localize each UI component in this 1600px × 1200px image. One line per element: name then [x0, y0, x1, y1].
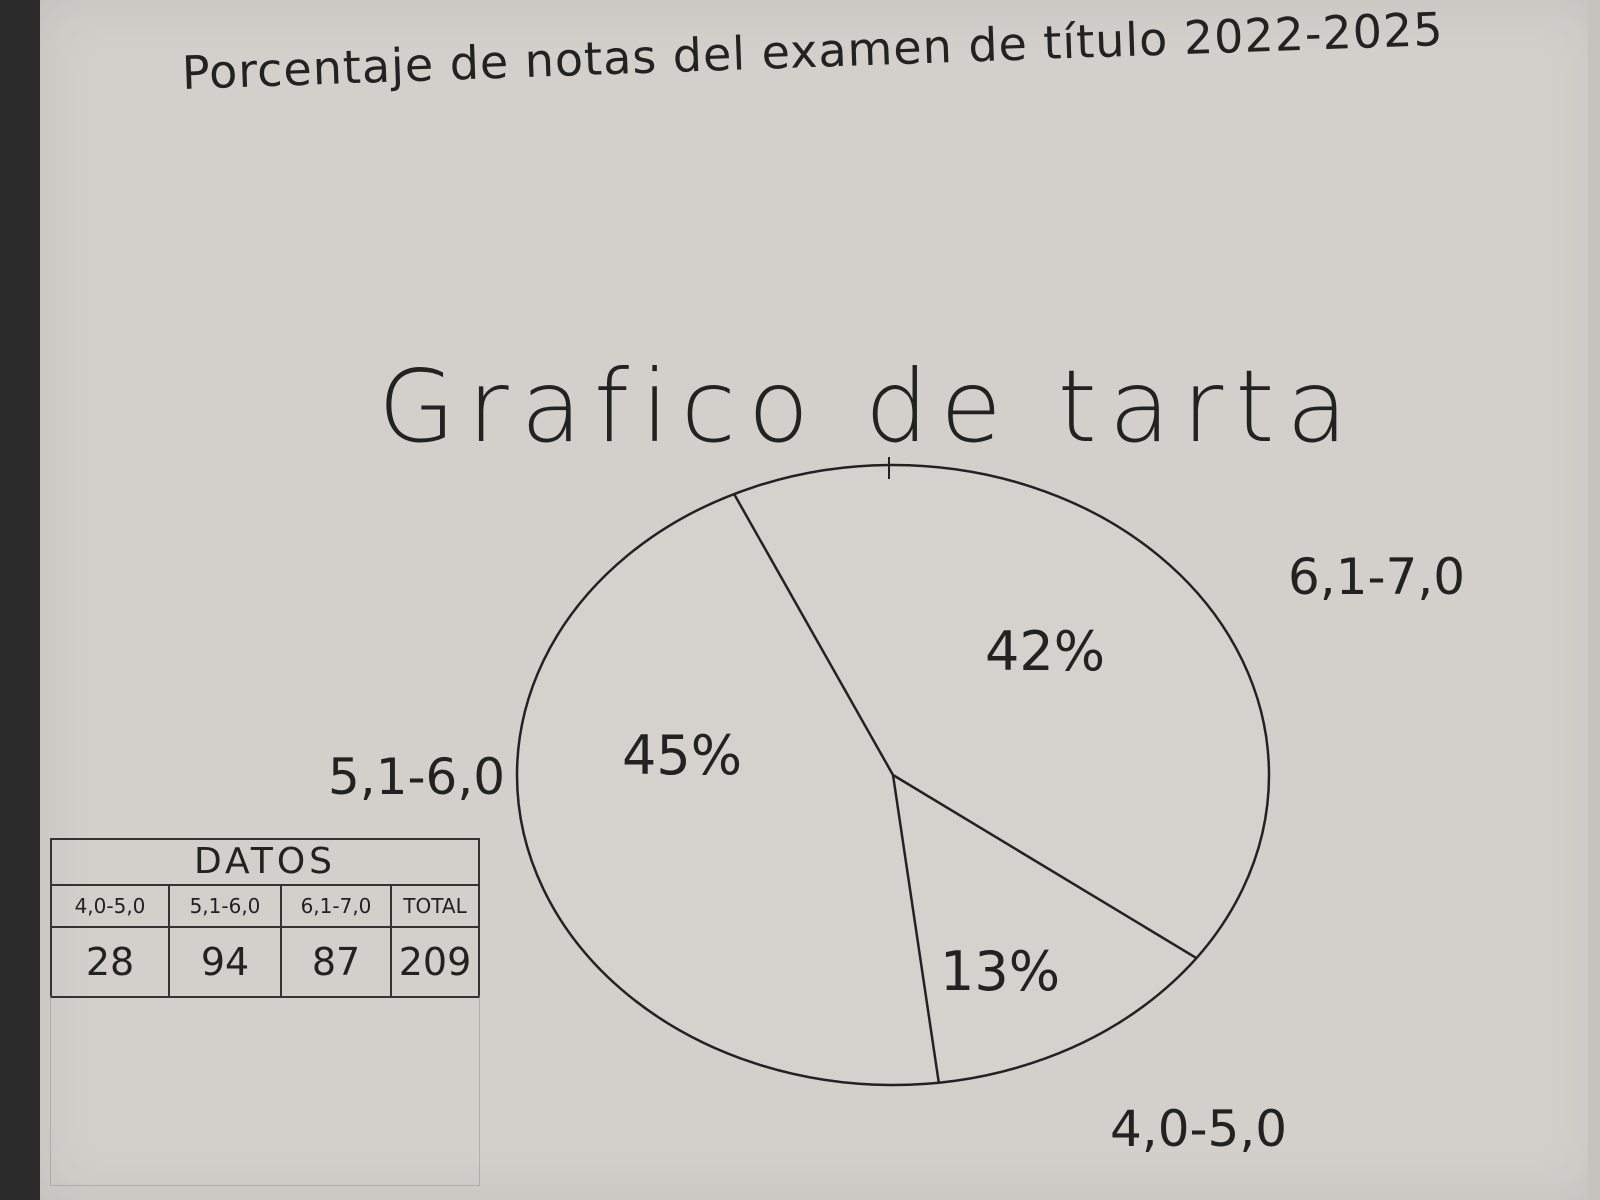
table-header-cell: 6,1-7,0 [282, 886, 392, 928]
slice-boundary-0 [733, 493, 895, 776]
table-header-cell: 5,1-6,0 [170, 886, 282, 928]
table-value-cell: 209 [398, 940, 472, 984]
table-header-cell: 4,0-5,0 [52, 886, 170, 928]
paper-edge [1588, 0, 1600, 1200]
table-value-cell: 87 [282, 928, 392, 996]
table-box-extension [50, 996, 480, 1186]
category-label-4-0-5-0: 4,0-5,0 [1110, 1100, 1288, 1158]
data-table-title: DATOS [52, 840, 478, 886]
table-value-cell: 28 [52, 928, 170, 996]
table-header-cell: TOTAL [392, 886, 478, 928]
chart-title: Grafico de tarta [378, 348, 1360, 465]
category-label-6-1-7-0: 6,1-7,0 [1288, 548, 1466, 606]
slice-boundary-1 [892, 773, 1198, 960]
slice-boundary-2 [891, 774, 941, 1083]
slice-percent-5-1-6-0: 45% [622, 724, 743, 787]
table-value-cell: 94 [170, 928, 282, 996]
data-table: DATOS 4,0-5,0 5,1-6,0 6,1-7,0 TOTAL 28 9… [50, 838, 480, 998]
slice-percent-6-1-7-0: 42% [985, 620, 1106, 683]
slice-percent-4-0-5-0: 13% [940, 940, 1061, 1003]
category-label-5-1-6-0: 5,1-6,0 [328, 748, 506, 806]
data-table-grid: 4,0-5,0 5,1-6,0 6,1-7,0 TOTAL 28 94 87 2… [52, 886, 478, 996]
